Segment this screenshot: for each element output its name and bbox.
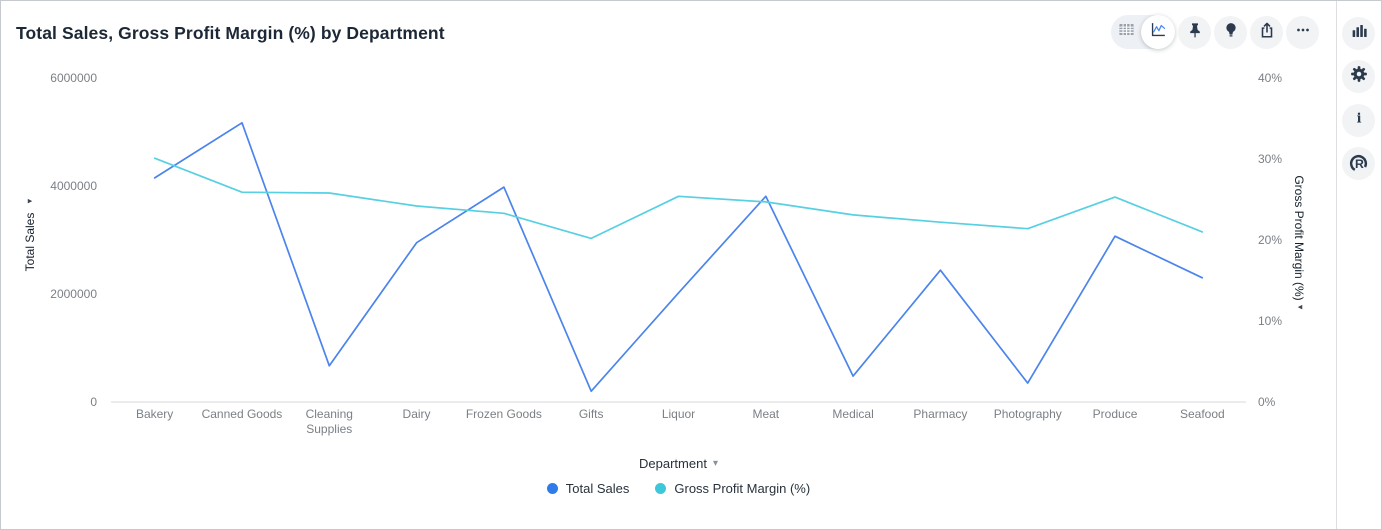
x-category-label: Pharmacy xyxy=(913,407,968,421)
info-icon: i xyxy=(1350,109,1368,132)
chart-type-button[interactable] xyxy=(1342,17,1375,50)
r-logo-icon[interactable]: R xyxy=(1342,147,1375,180)
settings-button[interactable] xyxy=(1342,60,1375,93)
x-category-label: Seafood xyxy=(1179,407,1225,421)
left-axis-tick-label: 6000000 xyxy=(50,71,97,85)
insights-button[interactable] xyxy=(1214,15,1247,49)
table-view-icon xyxy=(1117,20,1136,44)
department-dropdown[interactable]: Department ▾ xyxy=(639,456,718,471)
left-axis-tick-label: 2000000 xyxy=(50,287,97,301)
right-axis-tick-label: 20% xyxy=(1258,233,1283,247)
table-view-button[interactable] xyxy=(1111,15,1141,49)
left-axis-tick-label: 4000000 xyxy=(50,179,97,193)
x-category-label: Canned Goods xyxy=(201,407,283,421)
x-category-label: Gifts xyxy=(578,407,604,421)
side-toolbar: i R xyxy=(1336,1,1381,529)
x-category-label: Meat xyxy=(752,407,780,421)
pin-icon xyxy=(1186,21,1204,44)
right-axis-tick-label: 0% xyxy=(1258,395,1276,409)
legend-item-gross-profit-margin[interactable]: Gross Profit Margin (%) xyxy=(655,481,810,496)
chart-toolbar xyxy=(1111,15,1319,49)
chart-view-button[interactable] xyxy=(1141,15,1175,49)
right-axis-tick-label: 40% xyxy=(1258,71,1283,85)
more-options-icon xyxy=(1294,21,1312,44)
x-axis-control-row: Department ▾ xyxy=(111,456,1246,471)
x-category-label: Liquor xyxy=(661,407,696,421)
left-axis-tick-label: 0 xyxy=(90,395,97,409)
legend-item-total-sales[interactable]: Total Sales xyxy=(546,481,630,496)
gross-profit-margin-line[interactable] xyxy=(153,157,1204,240)
x-category-label: Dairy xyxy=(402,407,431,421)
x-category-label: Produce xyxy=(1092,407,1138,421)
lightbulb-icon xyxy=(1222,21,1240,44)
more-options-button[interactable] xyxy=(1286,15,1319,49)
line-chart-view-icon xyxy=(1149,20,1168,44)
chevron-down-icon: ▾ xyxy=(712,457,718,469)
export-icon xyxy=(1258,21,1276,44)
svg-text:R: R xyxy=(1355,157,1364,171)
bar-chart-icon xyxy=(1350,22,1368,45)
legend-label: Total Sales xyxy=(565,481,630,496)
svg-text:i: i xyxy=(1356,112,1361,127)
left-axis-title: Total Sales xyxy=(23,212,37,272)
pin-button[interactable] xyxy=(1178,15,1211,49)
x-category-label: Photography xyxy=(993,407,1062,421)
page-title: Total Sales, Gross Profit Margin (%) by … xyxy=(16,23,445,43)
x-category-label: Cleaning Supplies xyxy=(305,407,353,436)
right-axis-tick-label: 30% xyxy=(1258,152,1283,166)
x-category-label: Medical xyxy=(832,407,874,421)
info-button[interactable]: i xyxy=(1342,104,1375,137)
total-sales-line[interactable] xyxy=(153,121,1204,393)
right-axis-direction-icon: ◂ xyxy=(1297,301,1303,312)
legend-dot-total-sales xyxy=(546,483,558,494)
left-axis-direction-icon: ▸ xyxy=(27,195,33,206)
right-axis-tick-label: 10% xyxy=(1258,314,1283,328)
x-category-label: Bakery xyxy=(135,407,174,421)
right-axis-title: Gross Profit Margin (%) xyxy=(1292,175,1306,301)
legend-label: Gross Profit Margin (%) xyxy=(674,481,811,496)
legend-dot-gross-profit-margin xyxy=(655,483,667,494)
department-dropdown-label: Department xyxy=(639,456,707,471)
chart-legend: Total Sales Gross Profit Margin (%) xyxy=(111,481,1246,496)
export-button[interactable] xyxy=(1250,15,1283,49)
gear-icon xyxy=(1349,64,1369,89)
x-category-label: Frozen Goods xyxy=(465,407,542,421)
view-toggle xyxy=(1111,15,1175,49)
